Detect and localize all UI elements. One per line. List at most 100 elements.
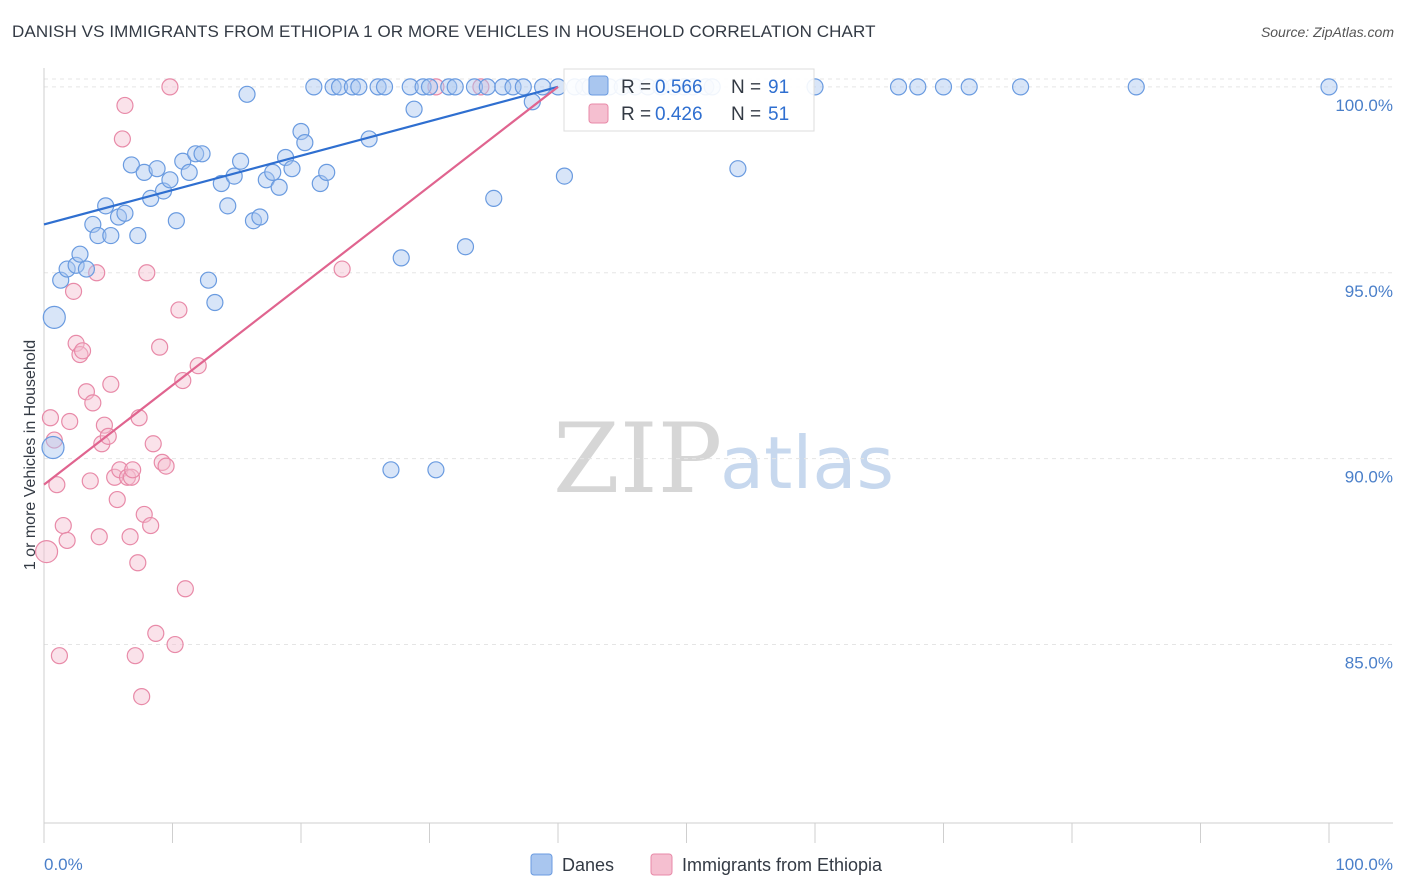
danes-point — [889, 78, 908, 96]
danes-point — [77, 260, 96, 278]
danes-point — [414, 78, 432, 96]
ethiopia-point — [108, 490, 126, 509]
ethiopia-point — [90, 528, 108, 546]
ethiopia-point — [102, 375, 120, 393]
legend-n-label-danes: N = — [731, 77, 761, 98]
danes-point — [187, 145, 205, 163]
ethiopia-point — [58, 531, 76, 550]
danes-point — [67, 256, 85, 274]
legend-n-value-danes: 91 — [768, 77, 789, 98]
ethiopia-point — [88, 264, 106, 282]
y-tick-label: 90.0% — [1345, 468, 1393, 487]
danes-point — [909, 78, 927, 96]
danes-point — [324, 78, 342, 96]
ethiopia-point — [81, 472, 99, 490]
danes-point — [199, 271, 218, 289]
danes-point — [446, 78, 464, 96]
danes-point — [401, 78, 419, 96]
danes-point — [283, 160, 301, 178]
danes-point — [270, 178, 288, 196]
bottom-legend-swatch-ethiopia — [650, 853, 673, 876]
ethiopia-point — [95, 416, 113, 434]
y-tick-labels: 85.0% 90.0% 95.0% 100.0% — [1335, 96, 1393, 673]
danes-point — [343, 78, 361, 96]
ethiopia-point — [113, 130, 131, 148]
danes-point — [148, 160, 166, 178]
danes-point — [392, 249, 410, 267]
source-credit: Source: ZipAtlas.com — [1260, 24, 1394, 40]
ethiopia-point — [427, 78, 445, 96]
bottom-legend-label-danes: Danes — [562, 855, 614, 875]
danes-point — [934, 78, 953, 96]
danes-point — [465, 78, 484, 96]
ethiopia-point — [147, 624, 165, 642]
legend-r-value-ethiopia: 0.426 — [655, 104, 703, 125]
danes-point — [420, 78, 439, 96]
ethiopia-point — [126, 647, 144, 665]
trend-lines — [43, 85, 559, 486]
axes — [43, 68, 1393, 843]
chart-title: DANISH VS IMMIGRANTS FROM ETHIOPIA 1 OR … — [12, 22, 876, 41]
danes-point — [212, 174, 230, 193]
danes-point — [318, 163, 336, 181]
danes-point — [42, 305, 66, 329]
legend-r-value-danes: 0.566 — [655, 77, 703, 98]
danes-point — [405, 100, 423, 118]
stats-legend: R = 0.566 N = 91 R = 0.426 N = 51 — [563, 68, 815, 132]
danes-point — [251, 208, 269, 226]
danes-point — [440, 78, 458, 96]
danes-point — [1320, 78, 1338, 96]
ethiopia-trend-line — [43, 86, 559, 486]
danes-point — [161, 171, 179, 189]
y-tick-label: 95.0% — [1345, 282, 1393, 301]
danes-point — [960, 78, 978, 96]
danes-point — [729, 160, 747, 178]
danes-point — [305, 78, 323, 96]
danes-trend-line — [43, 85, 559, 226]
ethiopia-point — [121, 528, 139, 546]
bottom-legend-label-ethiopia: Immigrants from Ethiopia — [682, 855, 883, 875]
bottom-legend-swatch-danes — [530, 853, 553, 876]
ethiopia-point — [144, 435, 162, 453]
legend-r-label-danes: R = — [621, 77, 651, 98]
danes-point — [1127, 78, 1145, 96]
ethiopia-point — [157, 457, 175, 475]
danes-point — [292, 122, 310, 141]
ethiopia-point — [48, 476, 66, 494]
ethiopia-point — [64, 282, 83, 300]
danes-point — [1011, 78, 1030, 96]
danes-point — [180, 163, 198, 181]
ethiopia-point — [54, 516, 72, 535]
danes-point — [232, 152, 250, 170]
ethiopia-point — [174, 371, 192, 390]
danes-point — [555, 167, 574, 185]
ethiopia-point — [41, 409, 60, 427]
danes-point — [193, 145, 211, 163]
danes-point — [456, 238, 475, 256]
danes-point — [238, 85, 256, 103]
danes-point — [219, 197, 237, 215]
danes-point — [41, 435, 65, 460]
y-axis-label: 1 or more Vehicles in Household — [22, 340, 39, 570]
y-tick-label: 100.0% — [1335, 96, 1393, 115]
danes-point — [129, 226, 147, 245]
danes-point — [206, 293, 224, 312]
ethiopia-point — [73, 342, 92, 360]
ethiopia-point — [161, 78, 179, 96]
ethiopia-point — [84, 394, 102, 412]
ethiopia-point — [61, 412, 79, 431]
danes-point — [485, 189, 503, 208]
ethiopia-point — [124, 461, 142, 479]
ethiopia-point — [176, 580, 194, 598]
danes-point — [514, 78, 532, 96]
danes-point — [71, 245, 89, 263]
y-tick-label: 85.0% — [1345, 654, 1393, 673]
ethiopia-point — [129, 554, 147, 572]
ethiopia-point — [166, 635, 184, 654]
legend-swatch-danes — [588, 75, 609, 96]
danes-point — [427, 461, 445, 479]
ethiopia-point — [472, 78, 490, 96]
legend-r-label-ethiopia: R = — [621, 104, 651, 125]
danes-point — [135, 163, 153, 181]
danes-point — [89, 226, 107, 245]
